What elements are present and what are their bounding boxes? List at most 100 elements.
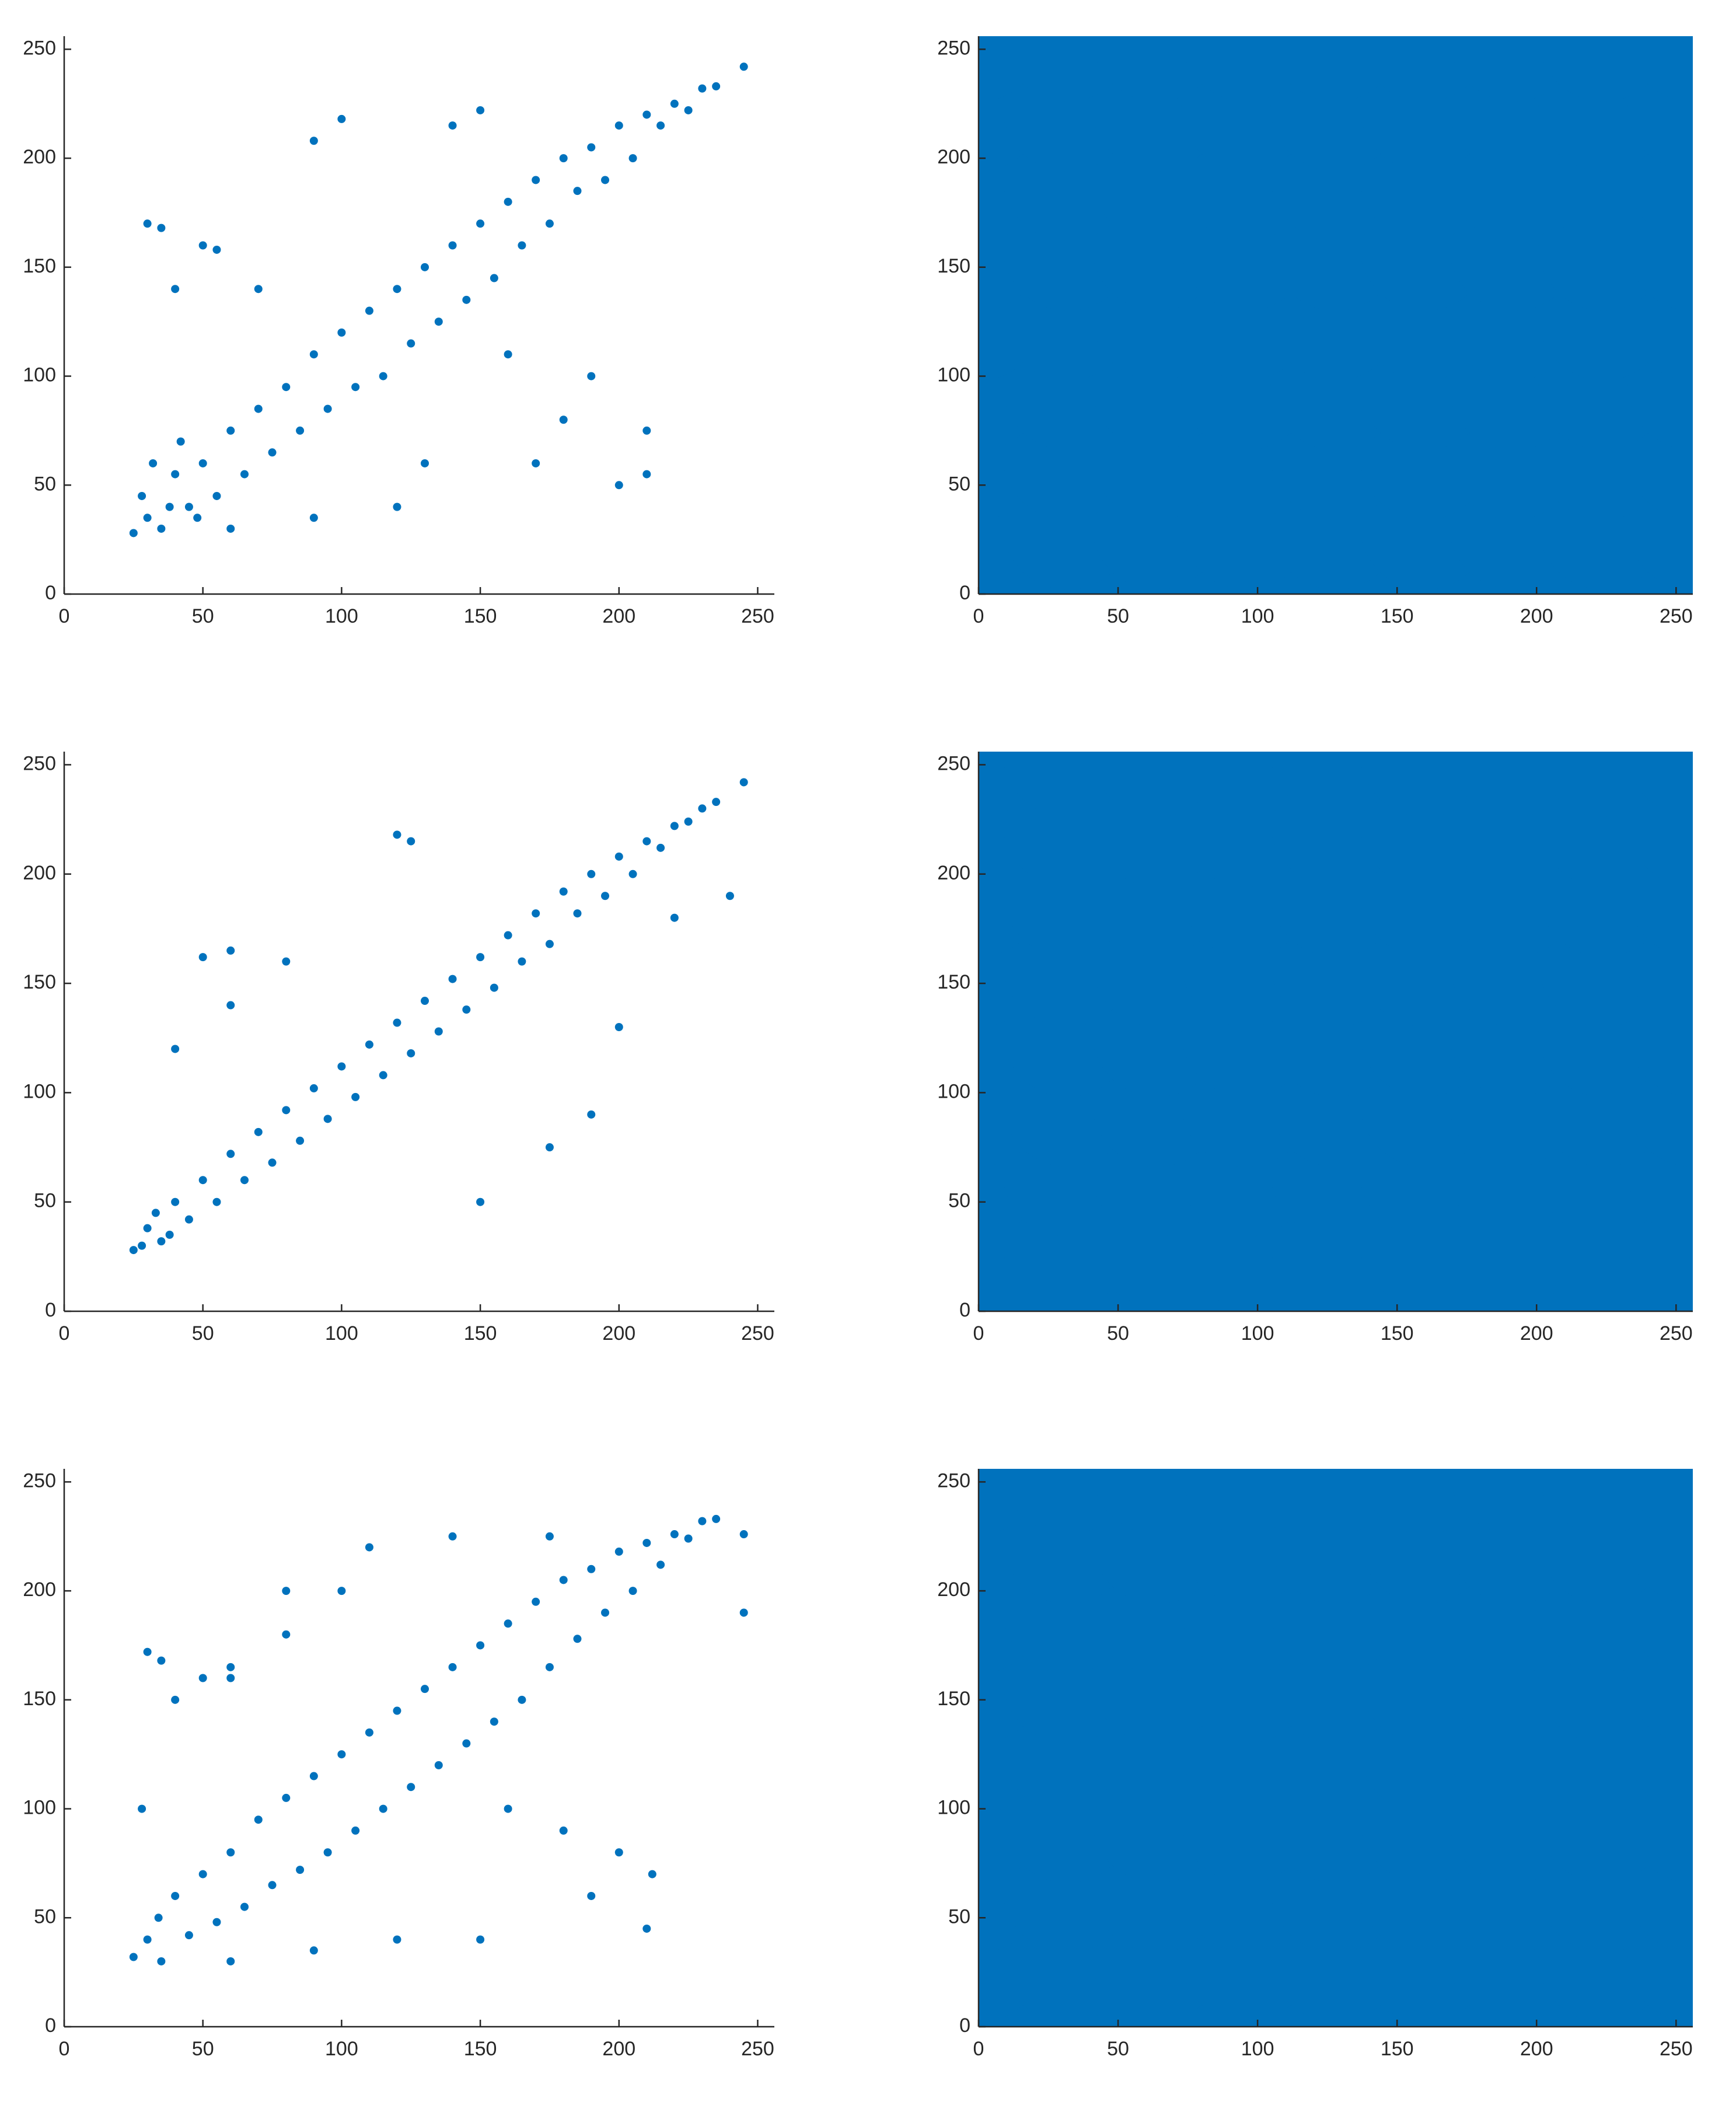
scatter-point bbox=[337, 1750, 346, 1759]
scatter-point bbox=[545, 1143, 554, 1152]
scatter-point bbox=[421, 263, 429, 271]
y-tick-label: 250 bbox=[23, 37, 56, 59]
y-tick-label: 50 bbox=[34, 473, 56, 495]
scatter-point bbox=[254, 1127, 263, 1136]
scatter-point bbox=[648, 1870, 656, 1878]
scatter-point bbox=[518, 241, 526, 250]
x-tick-label: 150 bbox=[1381, 1322, 1414, 1345]
scatter-point bbox=[587, 1565, 596, 1573]
scatter-point bbox=[171, 285, 180, 294]
scatter-point bbox=[573, 1635, 582, 1643]
scatter-point bbox=[268, 1158, 277, 1167]
y-tick-label: 100 bbox=[23, 1797, 56, 1819]
scatter-point bbox=[393, 502, 401, 511]
scatter-point bbox=[739, 62, 748, 71]
scatter-point bbox=[434, 1027, 443, 1036]
scatter-chart: 0 50 100 150 200 250 0 50 100 150 200 250 bbox=[937, 1469, 1693, 2060]
scatter-point bbox=[268, 448, 277, 457]
scatter-point bbox=[143, 1935, 152, 1944]
y-tick-label: 250 bbox=[23, 752, 56, 774]
scatter-point bbox=[184, 502, 193, 511]
scatter-point bbox=[642, 1924, 651, 1933]
scatter-point bbox=[171, 1695, 180, 1704]
scatter-point bbox=[226, 1957, 235, 1965]
scatter-point bbox=[393, 830, 401, 839]
scatter-point bbox=[226, 1848, 235, 1857]
scatter-point bbox=[337, 1587, 346, 1595]
scatter-point bbox=[309, 1946, 318, 1955]
scatter-point bbox=[226, 1001, 235, 1010]
y-tick-label: 250 bbox=[937, 37, 970, 59]
scatter-point bbox=[171, 470, 180, 479]
scatter-point bbox=[476, 1935, 485, 1944]
scatter-point bbox=[504, 1619, 512, 1628]
x-tick-label: 0 bbox=[59, 1322, 70, 1345]
scatter-point bbox=[240, 470, 249, 479]
scatter-point bbox=[240, 1902, 249, 1911]
y-tick-label: 100 bbox=[23, 364, 56, 386]
scatter-point bbox=[198, 1674, 207, 1682]
scatter-point bbox=[226, 426, 235, 435]
scatter-point bbox=[712, 798, 721, 806]
scatter-point bbox=[448, 241, 457, 250]
scatter-point bbox=[296, 1866, 305, 1874]
scatter-point bbox=[365, 1728, 373, 1737]
scatter-point bbox=[559, 1576, 568, 1584]
scatter-point bbox=[559, 415, 568, 424]
x-tick-label: 200 bbox=[602, 605, 635, 627]
y-tick-label: 50 bbox=[948, 473, 970, 495]
scatter-point bbox=[226, 524, 235, 533]
scatter-point bbox=[282, 1630, 291, 1639]
x-tick-label: 0 bbox=[59, 605, 70, 627]
y-tick-label: 0 bbox=[959, 2014, 970, 2037]
scatter-point bbox=[739, 1608, 748, 1617]
plot-area bbox=[979, 36, 1693, 594]
x-tick-label: 100 bbox=[325, 605, 358, 627]
scatter-point bbox=[184, 1931, 193, 1940]
y-tick-label: 100 bbox=[937, 1797, 970, 1819]
scatter-point bbox=[393, 1706, 401, 1715]
scatter-point bbox=[309, 1772, 318, 1780]
scatter-point bbox=[490, 1717, 498, 1726]
scatter-point bbox=[656, 1560, 665, 1569]
y-tick-label: 150 bbox=[937, 971, 970, 993]
scatter-point bbox=[143, 219, 152, 228]
scatter-point bbox=[254, 285, 263, 294]
y-tick-label: 200 bbox=[23, 146, 56, 168]
scatter-point bbox=[698, 84, 707, 93]
scatter-point bbox=[476, 219, 485, 228]
scatter-point bbox=[642, 470, 651, 479]
scatter-point bbox=[198, 241, 207, 250]
scatter-point bbox=[309, 1084, 318, 1092]
scatter-point bbox=[143, 514, 152, 522]
scatter-point bbox=[226, 1150, 235, 1158]
scatter-point bbox=[282, 1106, 291, 1115]
scatter-point bbox=[198, 953, 207, 962]
scatter-point bbox=[365, 1543, 373, 1552]
scatter-point bbox=[165, 502, 174, 511]
scatter-point bbox=[337, 328, 346, 337]
x-tick-label: 50 bbox=[1107, 1322, 1129, 1345]
plot-area bbox=[979, 752, 1693, 1311]
scatter-point bbox=[559, 154, 568, 163]
scatter-point bbox=[628, 154, 637, 163]
scatter-chart: 0 50 100 150 200 250 0 50 100 150 200 250 bbox=[23, 36, 774, 627]
scatter-point bbox=[254, 1815, 263, 1824]
y-tick-label: 250 bbox=[23, 1469, 56, 1492]
y-tick-label: 150 bbox=[23, 1688, 56, 1710]
scatter-point bbox=[532, 909, 540, 918]
x-tick-label: 200 bbox=[602, 1322, 635, 1345]
scatter-point bbox=[282, 383, 291, 392]
scatter-point bbox=[698, 1517, 707, 1525]
scatter-point bbox=[407, 339, 415, 348]
scatter-point bbox=[628, 1587, 637, 1595]
scatter-point bbox=[1627, 36, 1693, 102]
scatter-point bbox=[254, 404, 263, 413]
scatter-point bbox=[490, 983, 498, 992]
scatter-point bbox=[698, 804, 707, 813]
scatter-point bbox=[282, 1587, 291, 1595]
scatter-point bbox=[670, 913, 679, 922]
scatter-point bbox=[268, 1881, 277, 1890]
